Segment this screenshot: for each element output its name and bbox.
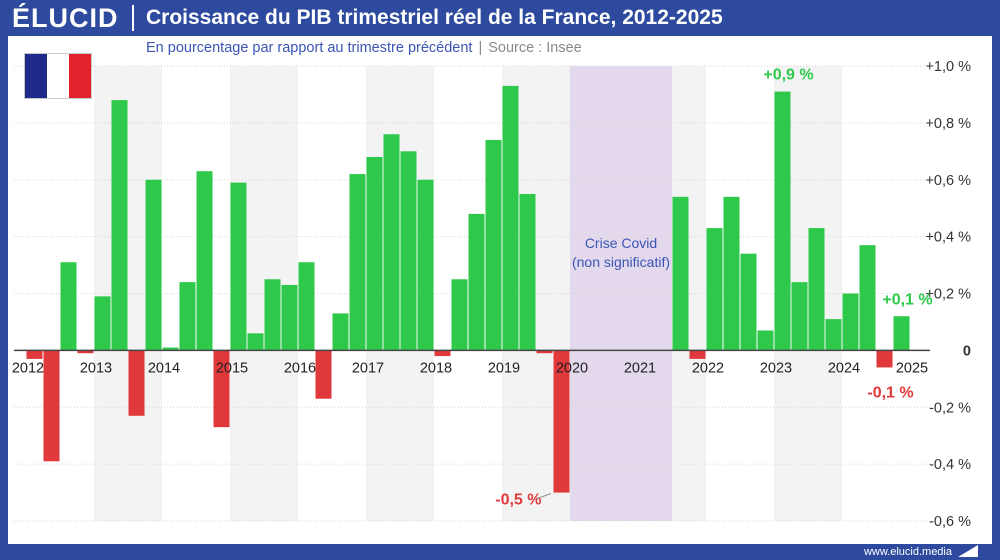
annotation-leader — [536, 493, 552, 500]
bar — [60, 262, 77, 351]
year-label: 2014 — [148, 360, 180, 376]
bar — [77, 350, 94, 354]
subtitle: En pourcentage par rapport au trimestre … — [146, 39, 582, 57]
chart-canvas: 2012 2013 2014 2015 2016 2017 2018 2019 2020 2021… — [12, 59, 971, 530]
bar — [876, 350, 893, 368]
flag-red-stripe — [69, 54, 91, 98]
bar — [723, 196, 740, 351]
y-tick-label: +0,8 % — [925, 116, 971, 132]
y-tick-label: +1,0 % — [925, 59, 971, 75]
bar — [247, 333, 264, 351]
bar — [179, 282, 196, 351]
bar — [774, 91, 791, 351]
bar — [145, 179, 162, 351]
bar — [111, 100, 128, 351]
bar — [332, 313, 349, 351]
bar — [451, 279, 468, 351]
bar — [298, 262, 315, 351]
bar — [366, 157, 383, 351]
year-label: 2022 — [692, 360, 724, 376]
year-label: 2016 — [284, 360, 316, 376]
flag-white-stripe — [47, 54, 69, 98]
data-label: -0,5 % — [495, 492, 541, 509]
bar — [434, 350, 451, 357]
bar — [468, 213, 485, 351]
bar — [383, 134, 400, 351]
y-tick-label: 0 — [963, 343, 971, 359]
year-label: 2013 — [80, 360, 112, 376]
y-tick-label: -0,4 % — [929, 457, 971, 473]
bar — [230, 182, 247, 351]
data-label: -0,1 % — [867, 384, 913, 401]
y-tick-label: -0,6 % — [929, 514, 971, 530]
bar — [502, 85, 519, 351]
bar — [825, 319, 842, 351]
y-tick-label: +0,6 % — [925, 173, 971, 189]
year-label: 2023 — [760, 360, 792, 376]
source-note: Source : Insee — [488, 40, 582, 56]
flag-blue-stripe — [25, 54, 47, 98]
bar — [859, 245, 876, 351]
bar — [791, 282, 808, 351]
covid-label: Crise Covid — [585, 235, 657, 251]
france-flag-icon — [24, 53, 92, 99]
subtitle-separator: | — [478, 40, 483, 56]
data-label: +0,1 % — [882, 291, 932, 308]
year-label: 2019 — [488, 360, 520, 376]
y-tick-label: +0,2 % — [925, 287, 971, 303]
bar — [842, 293, 859, 351]
bar — [706, 228, 723, 351]
elucid-mark-icon — [958, 545, 978, 557]
year-label: 2021 — [624, 360, 656, 376]
bar — [196, 171, 213, 351]
bar — [417, 179, 434, 351]
year-label: 2018 — [420, 360, 452, 376]
year-label: 2017 — [352, 360, 384, 376]
bar — [757, 330, 774, 351]
bar — [400, 151, 417, 351]
bar — [213, 350, 230, 428]
data-label: +0,9 % — [763, 67, 813, 84]
elucid-logo: ÉLUCID — [12, 3, 119, 33]
year-label: 2015 — [216, 360, 248, 376]
bar — [485, 139, 502, 351]
bar — [128, 350, 145, 416]
y-tick-label: +0,4 % — [925, 230, 971, 246]
bar — [349, 174, 366, 351]
year-label: 2020 — [556, 360, 588, 376]
bar — [808, 228, 825, 351]
year-label: 2025 — [896, 360, 928, 376]
bar — [519, 193, 536, 351]
header-bar: ÉLUCID Croissance du PIB trimestriel rée… — [0, 0, 1000, 36]
bar — [740, 253, 757, 351]
bar — [553, 350, 570, 493]
bar — [536, 350, 553, 354]
bar — [672, 196, 689, 351]
bar — [893, 316, 910, 351]
bar — [689, 350, 706, 359]
bar — [162, 347, 179, 351]
footer-url: www.elucid.media — [863, 546, 952, 558]
year-label: 2024 — [828, 360, 860, 376]
covid-label-note: (non significatif) — [572, 254, 670, 270]
chart-title: Croissance du PIB trimestriel réel de la… — [146, 6, 723, 29]
bar — [26, 350, 43, 359]
bar — [94, 296, 111, 351]
bar — [43, 350, 60, 462]
bar — [264, 279, 281, 351]
bar — [315, 350, 332, 399]
subtitle-text: En pourcentage par rapport au trimestre … — [146, 40, 473, 56]
bar — [281, 284, 298, 351]
year-label: 2012 — [12, 360, 44, 376]
header-divider — [132, 5, 134, 31]
y-tick-label: -0,2 % — [929, 400, 971, 416]
